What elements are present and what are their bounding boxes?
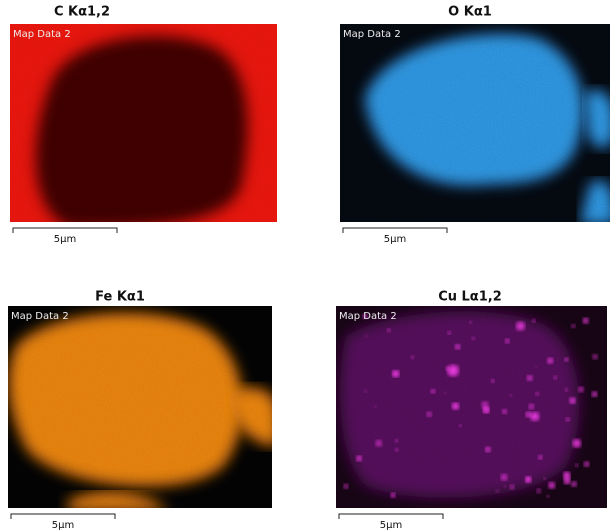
noise [340,24,610,222]
noise [10,24,277,222]
map-label: Map Data 2 [11,311,69,322]
scale-bar [338,513,444,519]
map-image: Map Data 2 [10,24,277,222]
noise [336,306,607,508]
map-label: Map Data 2 [13,29,71,40]
map-image: Map Data 2 [340,24,610,222]
scale-label: 5µm [52,520,74,530]
map-label: Map Data 2 [343,29,401,40]
panel-title: Fe Kα1 [95,290,145,305]
panel-title: Cu Lα1,2 [438,290,502,305]
map-label: Map Data 2 [339,311,397,322]
panel-title: O Kα1 [448,5,492,20]
scale-bar [10,513,116,519]
scale-label: 5µm [54,234,76,245]
scale-bar [342,227,448,233]
scale-bar [12,227,118,233]
map-image: Map Data 2 [336,306,607,508]
panel-title: C Kα1,2 [54,5,110,20]
scale-label: 5µm [384,234,406,245]
map-image: Map Data 2 [8,306,272,508]
noise [8,306,272,508]
scale-label: 5µm [380,520,402,530]
